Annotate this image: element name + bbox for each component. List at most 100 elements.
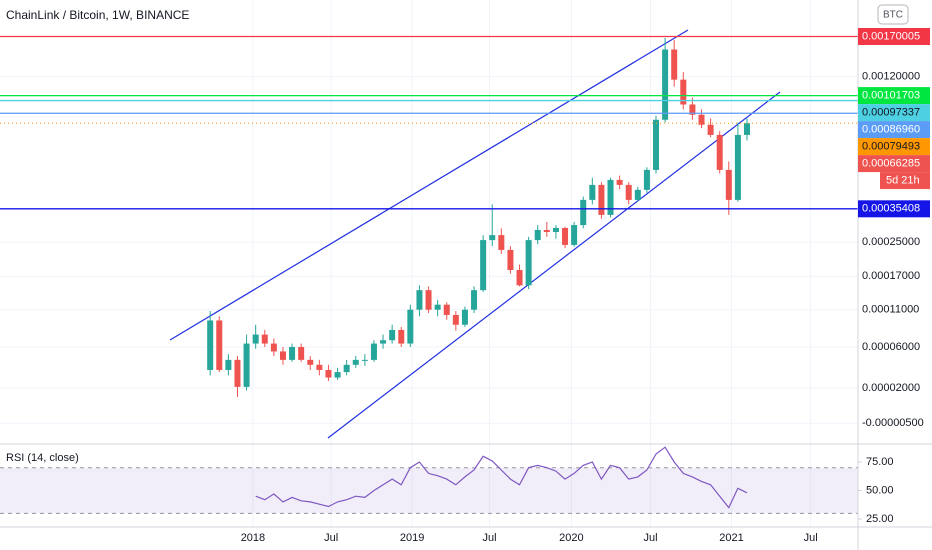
x-tick-label: 2021	[719, 532, 743, 544]
candle-body	[225, 359, 232, 370]
price-label-box	[858, 138, 930, 156]
candle-body	[516, 270, 523, 286]
x-tick-label: 2019	[400, 532, 424, 544]
candle-body	[743, 123, 750, 135]
candle-body	[607, 179, 614, 215]
candle-body	[425, 290, 432, 310]
rsi-tick-label: 50.00	[866, 484, 894, 496]
candle-body	[525, 240, 532, 286]
candle-body	[234, 359, 241, 387]
candle-body	[261, 334, 268, 344]
candle-body	[552, 227, 559, 233]
candle-body	[653, 119, 660, 170]
price-label-box	[858, 104, 930, 122]
candle-body	[598, 184, 605, 215]
candle-body	[689, 104, 696, 115]
candle-body	[534, 229, 541, 241]
rsi-title: RSI (14, close)	[6, 452, 79, 464]
candle-body	[562, 227, 569, 245]
candle-body	[580, 199, 587, 226]
candle-body	[625, 184, 632, 200]
price-label: 0.00101703	[862, 90, 920, 102]
candles	[207, 37, 750, 509]
price-label-box	[858, 27, 930, 45]
countdown-label: 5d 21h	[886, 175, 920, 187]
y-tick-label: 0.00011000	[862, 304, 919, 316]
candle-body	[452, 314, 459, 325]
candle-body	[361, 359, 368, 361]
trend-line	[327, 91, 781, 439]
candle-body	[698, 114, 705, 125]
candle-body	[270, 343, 277, 352]
price-label-box	[858, 155, 930, 173]
candle-body	[671, 49, 678, 80]
candle-body	[634, 189, 641, 200]
candle-body	[480, 240, 487, 291]
candle-body	[443, 304, 450, 315]
candle-body	[489, 235, 496, 241]
candle-body	[434, 304, 441, 310]
candle-body	[298, 347, 305, 360]
candle-body	[216, 320, 223, 370]
candle-body	[207, 320, 214, 370]
candle-body	[407, 309, 414, 344]
candle-body	[352, 359, 359, 365]
price-label: 0.00035408	[862, 203, 920, 215]
price-label: 0.00170005	[862, 30, 920, 42]
y-tick-label: 0.00017000	[862, 270, 920, 282]
candle-body	[543, 229, 550, 233]
chart-title: ChainLink / Bitcoin, 1W, BINANCE	[6, 8, 189, 22]
candle-body	[716, 134, 723, 170]
candle-body	[571, 225, 578, 245]
x-tick-label: 2020	[559, 532, 583, 544]
candle-body	[589, 184, 596, 200]
candle-body	[380, 340, 387, 344]
candle-body	[289, 347, 296, 360]
price-label-box	[858, 121, 930, 139]
candle-body	[680, 79, 687, 105]
price-label: 0.00066285	[862, 158, 920, 170]
candle-body	[643, 169, 650, 190]
candle-body	[370, 343, 377, 360]
price-label-box	[858, 87, 930, 105]
candle-body	[398, 329, 405, 344]
trend-line	[169, 29, 689, 341]
candle-body	[243, 343, 250, 387]
y-tick-label: 0.00025000	[862, 236, 920, 248]
currency-label[interactable]: BTC	[883, 10, 903, 21]
candle-body	[725, 169, 732, 200]
y-tick-label: 0.00006000	[862, 341, 920, 353]
candle-body	[707, 124, 714, 135]
candle-body	[471, 290, 478, 310]
candle-body	[389, 329, 396, 341]
x-tick-label: Jul	[324, 532, 338, 544]
price-label: 0.00086960	[862, 124, 920, 136]
overlay	[0, 35, 858, 210]
x-tick-label: Jul	[482, 532, 496, 544]
rsi-tick-label: 75.00	[866, 456, 894, 468]
candle-body	[461, 309, 468, 325]
x-tick-label: 2018	[241, 532, 265, 544]
x-tick-label: Jul	[804, 532, 818, 544]
currency-button[interactable]	[877, 4, 909, 25]
candle-body	[734, 134, 741, 200]
price-label: 0.00097337	[862, 107, 920, 119]
candle-body	[416, 290, 423, 310]
y-tick-label: 0.00002000	[862, 382, 920, 394]
rsi-tick-label: 25.00	[866, 513, 894, 525]
price-label-box	[858, 200, 930, 218]
candle-body	[662, 49, 669, 120]
candle-body	[252, 334, 259, 344]
candle-body	[325, 369, 332, 378]
rsi-line	[255, 446, 748, 509]
candle-body	[316, 364, 323, 370]
y-tick-label: -0.00000500	[862, 417, 924, 429]
candle-body	[334, 372, 341, 378]
candle-body	[279, 351, 286, 360]
candle-body	[343, 364, 350, 373]
candle-body	[507, 249, 514, 271]
price-label: 0.00079493	[862, 141, 920, 153]
candle-body	[616, 179, 623, 185]
